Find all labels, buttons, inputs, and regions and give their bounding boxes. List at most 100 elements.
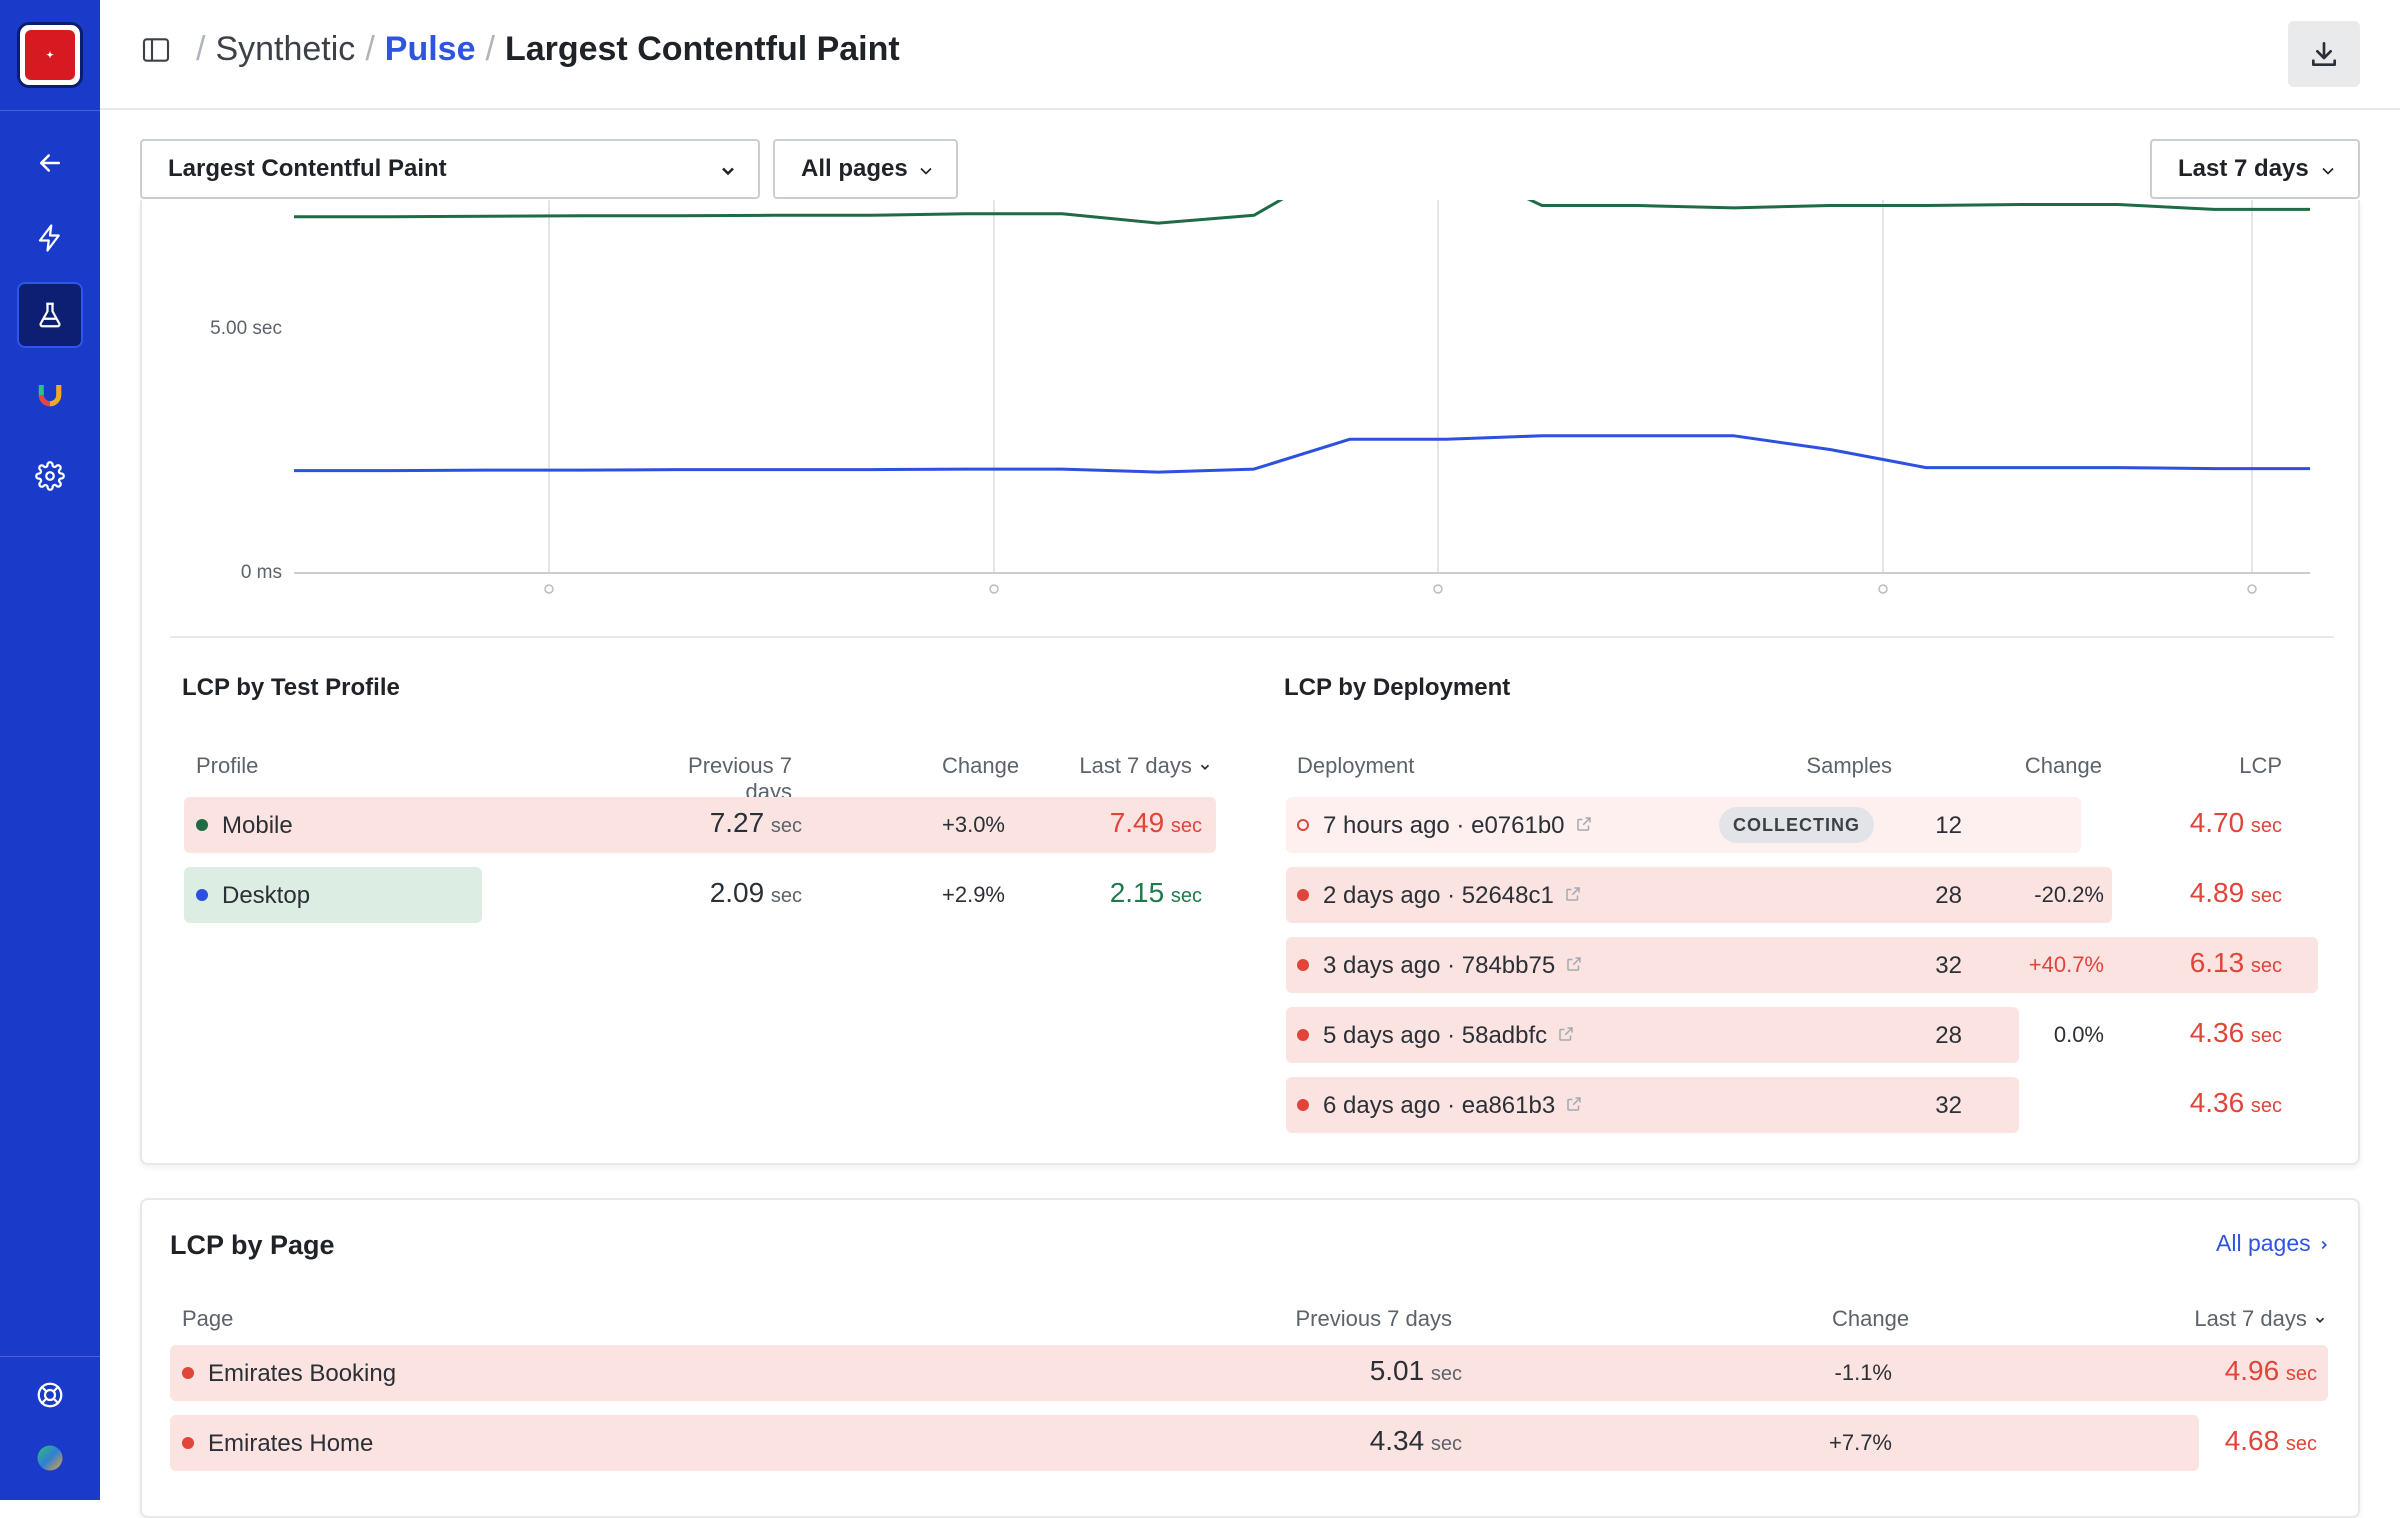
status-dot xyxy=(1297,1028,1309,1041)
deployment-table-title: LCP by Deployment xyxy=(1284,674,1511,701)
pages-select-value: All pages xyxy=(801,155,908,182)
lcp-overview-card: 5.00 sec 0 ms LCP by Test Profile Profil… xyxy=(140,200,2360,1165)
table-row[interactable]: Emirates Home xyxy=(182,1430,373,1458)
sidebar-divider xyxy=(0,110,100,111)
x-tick-marker xyxy=(2247,584,2257,594)
panel-toggle-icon[interactable] xyxy=(140,34,172,66)
col-current-label: Last 7 days xyxy=(1079,753,1192,778)
all-pages-link[interactable]: All pages xyxy=(2216,1230,2331,1257)
chevron-down-icon xyxy=(1200,764,1210,771)
date-range-select[interactable]: Last 7 days xyxy=(2150,139,2360,199)
breadcrumb-synthetic[interactable]: Synthetic xyxy=(215,30,356,68)
deployment-lcp: 4.70 sec xyxy=(2189,807,2282,838)
status-dot xyxy=(1297,888,1309,901)
download-button[interactable] xyxy=(2288,21,2360,87)
deployment-label: 2 days ago · 52648c1 xyxy=(1323,882,1554,909)
col-profile: Profile xyxy=(196,753,259,778)
breadcrumb-pulse[interactable]: Pulse xyxy=(384,30,476,68)
x-tick-marker xyxy=(544,584,554,594)
table-row[interactable]: Desktop xyxy=(196,882,310,910)
profile-name: Mobile xyxy=(222,812,293,839)
sidebar-item-pulse[interactable] xyxy=(17,205,83,271)
breadcrumb: / Synthetic / Pulse / Largest Contentful… xyxy=(140,30,900,69)
back-button[interactable] xyxy=(17,130,83,196)
chevron-down-icon xyxy=(2315,1317,2325,1324)
table-row[interactable]: 3 days ago · 784bb75 xyxy=(1297,952,1583,980)
org-logo[interactable]: ✦ xyxy=(17,22,83,88)
col-current-sort[interactable]: Last 7 days xyxy=(1062,753,1212,779)
external-link-icon[interactable] xyxy=(1565,1095,1583,1113)
deployment-label: 7 hours ago · e0761b0 xyxy=(1323,812,1565,839)
page-bar xyxy=(170,1415,2199,1471)
y-tick-label: 5.00 sec xyxy=(210,318,282,339)
deployment-samples: 12 xyxy=(1935,812,1962,839)
metric-select[interactable]: Largest Contentful Paint xyxy=(140,139,760,199)
col-change: Change xyxy=(1832,1306,1910,1331)
x-tick-marker xyxy=(1878,584,1888,594)
status-dot xyxy=(1297,1098,1309,1111)
external-link-icon[interactable] xyxy=(1575,815,1593,833)
breadcrumb-separator: / xyxy=(196,30,206,68)
profile-current: 7.49 sec xyxy=(1109,807,1202,838)
date-range-value: Last 7 days xyxy=(2178,155,2309,182)
sidebar-item-settings[interactable] xyxy=(17,443,83,509)
deployment-samples: 32 xyxy=(1935,1092,1962,1119)
series-line-desktop[interactable] xyxy=(294,434,2310,474)
deployment-bar xyxy=(1286,1077,2019,1133)
table-row[interactable]: Mobile xyxy=(196,812,293,840)
external-link-icon[interactable] xyxy=(1565,955,1583,973)
page-name: Emirates Home xyxy=(208,1430,374,1457)
profile-change: +2.9% xyxy=(942,882,1005,907)
deployment-lcp: 4.36 sec xyxy=(2189,1017,2282,1048)
col-lcp: LCP xyxy=(2239,753,2282,778)
table-row[interactable]: Emirates Booking xyxy=(182,1360,396,1388)
external-link-icon[interactable] xyxy=(1564,885,1582,903)
table-row[interactable]: 6 days ago · ea861b3 xyxy=(1297,1092,1583,1120)
page-change: -1.1% xyxy=(1834,1360,1892,1385)
profile-table-title: LCP by Test Profile xyxy=(182,674,400,701)
sidebar-item-integration[interactable] xyxy=(17,362,83,428)
table-row[interactable]: 5 days ago · 58adbfc xyxy=(1297,1022,1575,1050)
sidebar-item-synthetic[interactable] xyxy=(17,282,83,348)
page-previous: 4.34 sec xyxy=(1369,1425,1462,1456)
x-tick-marker xyxy=(1433,584,1443,594)
download-icon xyxy=(2312,42,2336,66)
external-link-icon[interactable] xyxy=(1557,1025,1575,1043)
deployment-bar xyxy=(1286,867,2112,923)
series-line-mobile[interactable] xyxy=(294,200,2310,225)
sidebar-divider xyxy=(0,1356,100,1357)
col-samples: Samples xyxy=(1806,753,1892,778)
emirates-logo-icon: ✦ xyxy=(25,30,75,80)
y-tick-label: 0 ms xyxy=(241,562,282,583)
deployment-change: +40.7% xyxy=(2028,952,2104,977)
status-badge: COLLECTING xyxy=(1719,807,1874,843)
chart-divider xyxy=(170,636,2334,638)
top-header: / Synthetic / Pulse / Largest Contentful… xyxy=(100,0,2400,110)
user-menu[interactable] xyxy=(17,1425,83,1491)
table-row[interactable]: 7 hours ago · e0761b0 xyxy=(1297,812,1593,840)
chevron-down-icon xyxy=(2322,167,2334,175)
help-wheel-icon xyxy=(37,1382,63,1408)
profile-name: Desktop xyxy=(222,882,311,909)
deployment-bar xyxy=(1286,797,2081,853)
status-dot xyxy=(1297,818,1309,831)
col-page: Page xyxy=(182,1306,234,1331)
series-dot xyxy=(196,888,208,901)
page-title: Largest Contentful Paint xyxy=(504,30,900,68)
profile-bar-desktop xyxy=(184,867,482,923)
help-button[interactable] xyxy=(17,1362,83,1428)
page-current: 4.96 sec xyxy=(2224,1355,2317,1386)
profile-change: +3.0% xyxy=(942,812,1005,837)
sidebar: ✦ xyxy=(0,0,100,1500)
pages-select[interactable]: All pages xyxy=(773,139,958,199)
breadcrumb-separator: / xyxy=(485,30,495,68)
col-deployment: Deployment xyxy=(1297,753,1415,778)
chevron-right-icon xyxy=(2321,1240,2328,1250)
lcp-line-chart: 5.00 sec 0 ms xyxy=(210,200,2310,594)
page-name: Emirates Booking xyxy=(208,1360,397,1387)
profile-current: 2.15 sec xyxy=(1109,877,1202,908)
chevron-down-icon xyxy=(722,167,734,176)
col-current-sort[interactable]: Last 7 days xyxy=(2172,1306,2327,1332)
avatar xyxy=(37,1445,63,1471)
table-row[interactable]: 2 days ago · 52648c1 xyxy=(1297,882,1582,910)
